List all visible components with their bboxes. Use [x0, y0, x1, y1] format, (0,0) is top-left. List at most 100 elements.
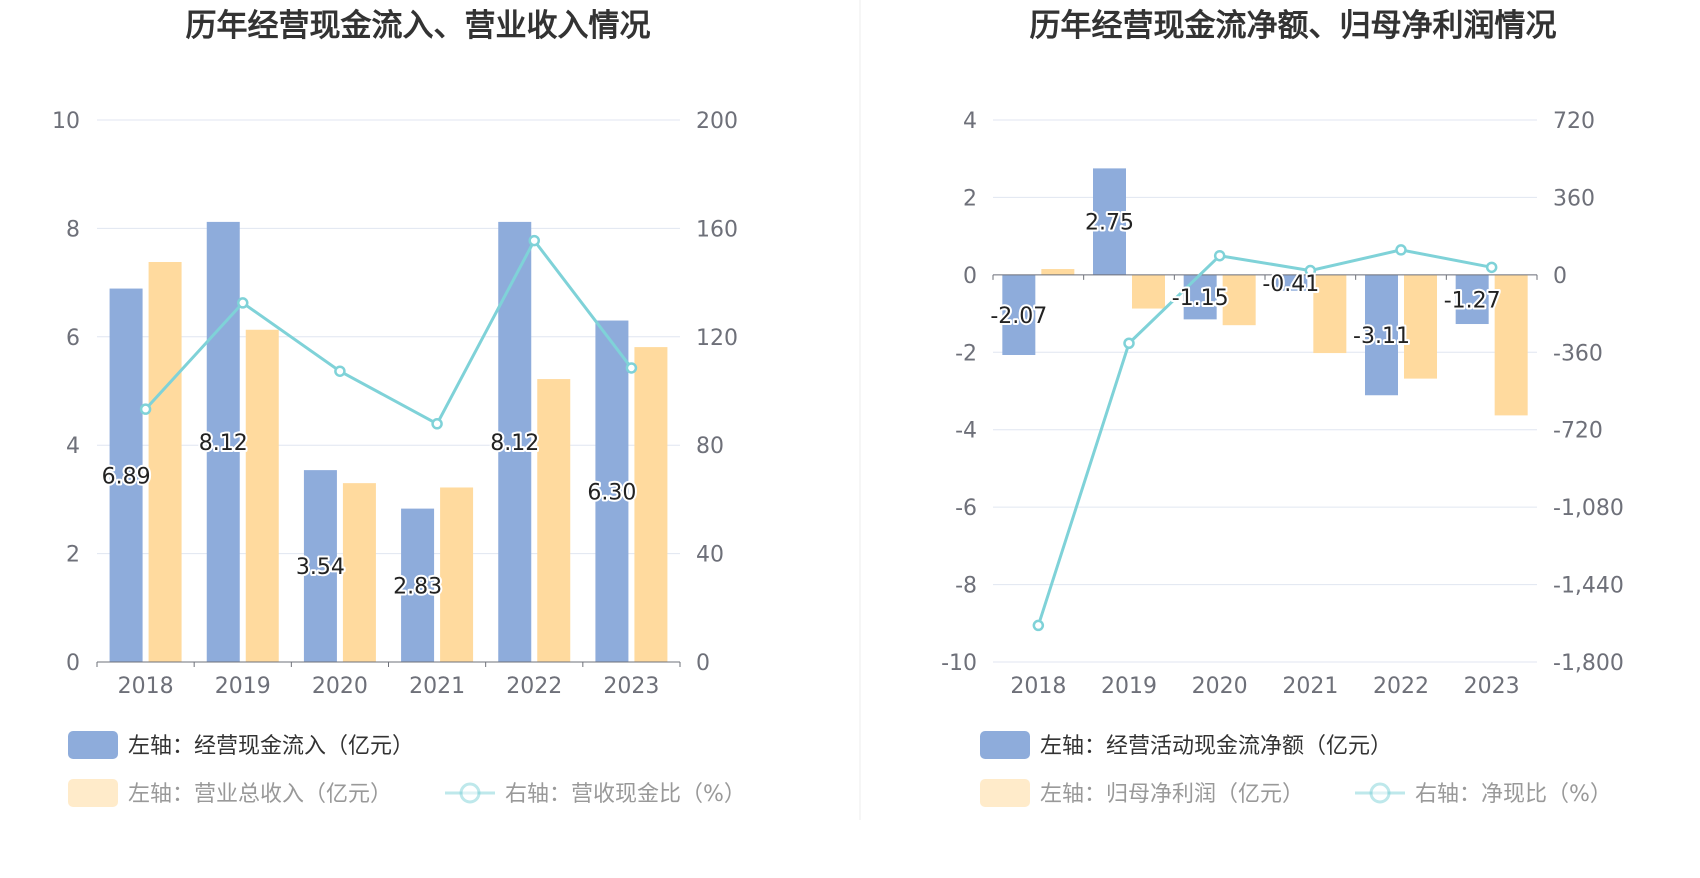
- bar-data-label: 8.12: [490, 431, 539, 456]
- legend-swatch: [68, 779, 118, 807]
- bar-2-2022: [1404, 274, 1437, 379]
- y-left-tick-label: 0: [963, 264, 977, 289]
- y-left-tick-label: 8: [66, 217, 80, 242]
- y-right-tick-label: -1,440: [1553, 574, 1624, 599]
- line-point-2020: [334, 365, 346, 377]
- legend-label: 左轴：归母净利润（亿元）: [1040, 782, 1304, 807]
- legend-line-marker: [1369, 782, 1391, 804]
- bar-1-2023: [1455, 274, 1489, 325]
- y-left-tick-label: 0: [66, 651, 80, 676]
- y-left-tick-label: 10: [52, 109, 80, 134]
- x-tick-label: 2018: [1010, 674, 1066, 699]
- x-tick-label: 2019: [1101, 674, 1157, 699]
- legend-swatch: [68, 731, 118, 759]
- bar-data-label: 6.89: [102, 464, 151, 489]
- y-right-tick-label: 120: [696, 326, 738, 351]
- bar-2-2021: [1313, 274, 1347, 354]
- y-right-tick-label: -1,080: [1553, 496, 1624, 521]
- bar-1-2019: [206, 221, 240, 662]
- legend-label: 左轴：营业总收入（亿元）: [128, 782, 392, 807]
- x-tick-label: 2020: [312, 674, 368, 699]
- y-right-tick-label: 80: [696, 434, 724, 459]
- line-point-2019: [237, 297, 249, 309]
- x-tick-label: 2021: [1282, 674, 1338, 699]
- legend-label: 右轴：净现比（%）: [1415, 782, 1612, 807]
- legend-swatch: [980, 731, 1030, 759]
- x-tick-label: 2020: [1192, 674, 1248, 699]
- y-right-tick-label: 160: [696, 217, 738, 242]
- legend-label: 左轴：经营活动现金流净额（亿元）: [1040, 734, 1392, 759]
- y-right-tick-label: 720: [1553, 109, 1595, 134]
- y-left-tick-label: 2: [963, 186, 977, 211]
- bar-2-2022: [537, 379, 571, 662]
- x-tick-label: 2023: [1464, 674, 1520, 699]
- bar-1-2020: [303, 470, 337, 662]
- y-left-tick-label: -8: [955, 574, 977, 599]
- bar-1-2022: [1365, 274, 1398, 396]
- bar-1-2023: [595, 320, 629, 662]
- legend-item-1: 左轴：经营活动现金流净额（亿元）: [980, 731, 1392, 759]
- bar-data-label: -1.15: [1172, 286, 1229, 311]
- legend-item-3: 右轴：净现比（%）: [1355, 782, 1612, 807]
- line-point-2022: [1395, 244, 1407, 256]
- y-right-tick-label: -1,800: [1553, 651, 1624, 676]
- legend-item-3: 右轴：营收现金比（%）: [445, 782, 746, 807]
- y-left-tick-label: -4: [955, 419, 977, 444]
- line-point-2021: [431, 418, 443, 430]
- chart-title: 历年经营现金流净额、归母净利润情况: [1030, 8, 1557, 44]
- legend-swatch: [980, 779, 1030, 807]
- line-point-2018: [139, 403, 152, 415]
- line-point-2023: [625, 362, 638, 374]
- legend-label: 左轴：经营现金流入（亿元）: [128, 734, 414, 759]
- bar-2-2020: [342, 483, 376, 662]
- line-point-2022: [528, 234, 540, 247]
- bar-2-2021: [440, 487, 474, 662]
- bar-1-2020: [1183, 274, 1217, 320]
- y-right-tick-label: 0: [1553, 264, 1567, 289]
- bar-data-label: -1.27: [1444, 288, 1501, 313]
- x-tick-label: 2018: [118, 674, 174, 699]
- legend-line-marker: [459, 782, 481, 804]
- bar-1-2018: [1002, 274, 1036, 355]
- bar-1-2021: [401, 508, 435, 662]
- bar-1-2021: [1274, 274, 1308, 291]
- bar-2-2020: [1222, 274, 1256, 326]
- bar-2-2023: [634, 347, 668, 662]
- line-point-2020: [1213, 249, 1226, 262]
- x-tick-label: 2021: [409, 674, 465, 699]
- chart-panel-1: 历年经营现金流入、营业收入情况 0 2 4 6 8 10 0 40 80 120 160 200 2018…: [52, 8, 746, 807]
- bar-1-2019: [1093, 168, 1126, 275]
- y-right-tick-label: -360: [1553, 341, 1603, 366]
- bar-data-label: -2.07: [990, 304, 1047, 329]
- y-left-tick-label: -6: [955, 496, 977, 521]
- bar-2-2018: [148, 262, 182, 662]
- bar-2-2018: [1041, 269, 1075, 275]
- chart-panel-2: 历年经营现金流净额、归母净利润情况 -10 -8 -6 -4 -2 0 2 4 -1,800 -1,…: [941, 8, 1624, 807]
- y-right-tick-label: -720: [1553, 419, 1603, 444]
- bar-data-label: 8.12: [199, 431, 248, 456]
- y-left-tick-label: -10: [941, 651, 977, 676]
- bar-2-2019: [1132, 274, 1165, 309]
- bar-data-label: -3.11: [1353, 324, 1410, 349]
- y-left-tick-label: 4: [963, 109, 977, 134]
- y-right-tick-label: 200: [696, 109, 738, 134]
- x-tick-label: 2022: [1373, 674, 1429, 699]
- bar-data-label: 2.75: [1085, 211, 1134, 236]
- legend-item-1: 左轴：经营现金流入（亿元）: [68, 731, 414, 759]
- line-point-2023: [1485, 261, 1498, 274]
- line-point-2019: [1123, 337, 1135, 350]
- legend-item-2: 左轴：归母净利润（亿元）: [980, 779, 1304, 807]
- bar-data-label: 2.83: [393, 574, 442, 599]
- line-point-2021: [1304, 264, 1317, 277]
- bar-2-2019: [245, 329, 279, 662]
- y-left-tick-label: 2: [66, 543, 80, 568]
- bar-data-label: 6.30: [587, 480, 636, 505]
- x-tick-label: 2019: [215, 674, 271, 699]
- bar-data-label: 3.54: [296, 555, 345, 580]
- chart-title: 历年经营现金流入、营业收入情况: [186, 8, 651, 44]
- x-tick-label: 2022: [506, 674, 562, 699]
- y-left-tick-label: 4: [66, 434, 80, 459]
- legend-label: 右轴：营收现金比（%）: [505, 782, 746, 807]
